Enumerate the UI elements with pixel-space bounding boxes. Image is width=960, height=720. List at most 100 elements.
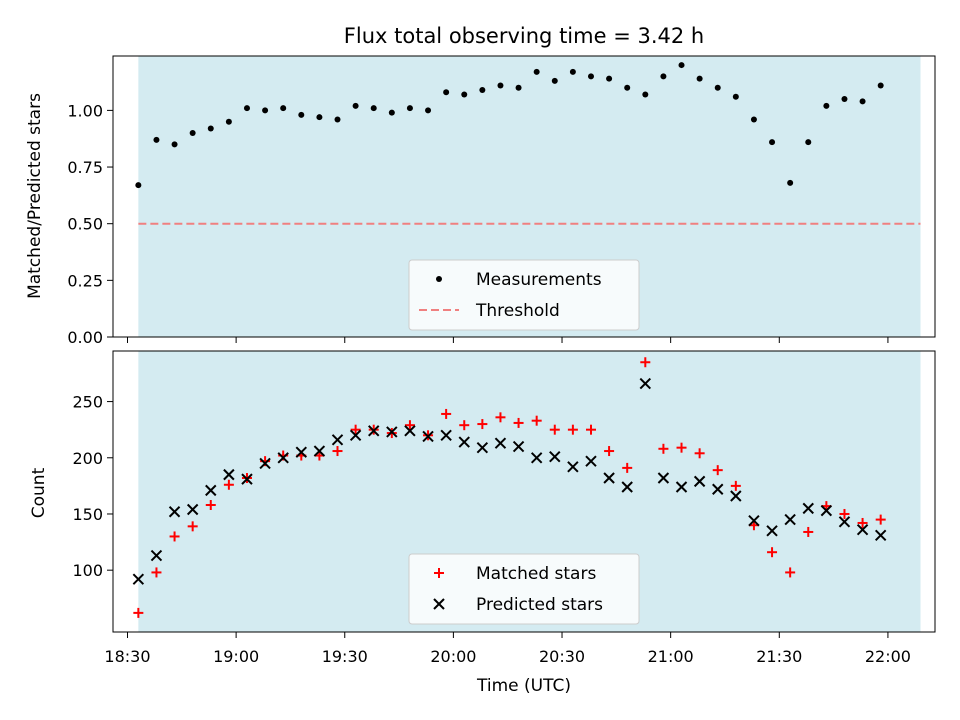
measurement-point: [859, 98, 866, 105]
measurement-point: [750, 116, 757, 123]
measurement-point: [624, 84, 631, 91]
legend-marker-x: [433, 598, 445, 610]
predicted-star-point: [349, 429, 362, 442]
predicted-star-point: [277, 452, 289, 464]
predicted-star-point: [440, 429, 452, 442]
predicted-star-point: [494, 437, 507, 449]
measurement-point: [406, 105, 413, 112]
measurement-point: [497, 82, 504, 89]
legend-label: Predicted stars: [476, 595, 603, 615]
top-legend: Measurements Threshold: [408, 259, 640, 331]
legend-box: [408, 553, 640, 625]
matched-star-point: [495, 412, 506, 423]
predicted-star-point: [168, 506, 181, 518]
matched-star-point: [531, 415, 542, 426]
predicted-star-point: [820, 504, 833, 517]
measurement-point: [298, 111, 305, 118]
matched-star-point: [133, 607, 144, 618]
matched-star-point: [169, 531, 180, 542]
y-tick-label: 200: [72, 449, 103, 468]
matched-star-point: [477, 419, 488, 430]
predicted-star-point: [476, 441, 489, 454]
measurement-point: [696, 75, 703, 82]
y-tick-label: 100: [72, 561, 103, 580]
predicted-star-point: [530, 452, 543, 464]
predicted-star-point: [422, 430, 434, 443]
matched-star-point: [767, 547, 778, 558]
measurement-point: [660, 73, 667, 80]
predicted-star-point: [585, 455, 597, 467]
predicted-star-point: [368, 425, 380, 437]
predicted-star-point: [675, 481, 688, 493]
measurement-point: [479, 86, 486, 93]
measurement-points: [135, 62, 884, 189]
matched-star-point: [604, 446, 615, 457]
predicted-star-point: [693, 475, 706, 488]
predicted-star-point: [241, 473, 253, 485]
measurement-point: [443, 89, 450, 96]
measurement-point: [243, 105, 250, 112]
measurement-point: [515, 84, 522, 91]
matched-star-point: [223, 479, 234, 490]
measurement-point: [841, 96, 848, 103]
measurement-point: [280, 105, 287, 112]
measurement-point: [732, 93, 739, 100]
predicted-star-point: [748, 515, 760, 527]
measurement-point: [823, 102, 830, 109]
matched-star-point: [622, 462, 633, 473]
top-x-ticks: [126, 337, 889, 343]
x-tick-label: 19:30: [322, 647, 368, 666]
measurement-point: [171, 141, 178, 148]
predicted-star-point: [132, 573, 145, 585]
predicted-star-point: [712, 483, 724, 495]
y-tick-label: 250: [72, 393, 103, 412]
matched-star-point: [404, 420, 415, 431]
x-tick-label: 20:30: [539, 647, 585, 666]
legend-label: Matched stars: [476, 564, 596, 584]
bottom-y-axis-label: Count: [29, 467, 49, 518]
chart-title: Flux total observing time = 3.42 h: [344, 24, 704, 48]
predicted-star-point: [223, 468, 235, 481]
y-tick-label: 0.50: [67, 215, 103, 234]
measurement-point: [153, 136, 160, 143]
predicted-star-point: [621, 481, 633, 493]
matched-star-point: [513, 417, 524, 428]
measurement-point: [769, 139, 776, 146]
matched-star-point: [585, 424, 596, 435]
y-tick-label: 150: [72, 505, 103, 524]
matched-star-point: [839, 508, 850, 519]
predicted-star-point: [386, 426, 398, 438]
x-tick-label: 19:00: [213, 647, 259, 666]
predicted-star-point: [295, 446, 308, 458]
y-tick-label: 0.00: [67, 328, 103, 347]
matched-star-point: [441, 408, 452, 419]
predicted-star-point: [404, 425, 416, 437]
matched-star-point: [785, 567, 796, 578]
measurement-point: [316, 114, 323, 121]
measurement-point: [352, 102, 359, 109]
matched-star-point: [712, 465, 723, 476]
measurement-point: [606, 75, 613, 82]
top-plot-frame: [112, 55, 936, 338]
y-tick-label: 1.00: [67, 101, 103, 120]
measurement-point: [714, 84, 721, 91]
predicted-star-point: [784, 513, 796, 526]
predicted-star-point: [639, 377, 652, 390]
predicted-star-point: [512, 440, 525, 453]
predicted-star-point: [567, 461, 579, 473]
measurement-point: [551, 77, 558, 84]
matched-star-point: [549, 424, 560, 435]
measurement-point: [787, 179, 794, 186]
measurement-point: [877, 82, 884, 89]
measurement-point: [370, 105, 377, 112]
top-y-axis-label: Matched/Predicted stars: [25, 93, 45, 299]
matched-star-point: [676, 442, 687, 453]
predicted-star-point: [313, 445, 326, 457]
matched-star-point: [803, 526, 814, 537]
legend-label: Measurements: [476, 270, 602, 290]
measurement-point: [461, 91, 468, 98]
matched-star-point: [694, 448, 705, 459]
measurement-point: [425, 107, 432, 114]
predicted-star-point: [730, 490, 742, 502]
